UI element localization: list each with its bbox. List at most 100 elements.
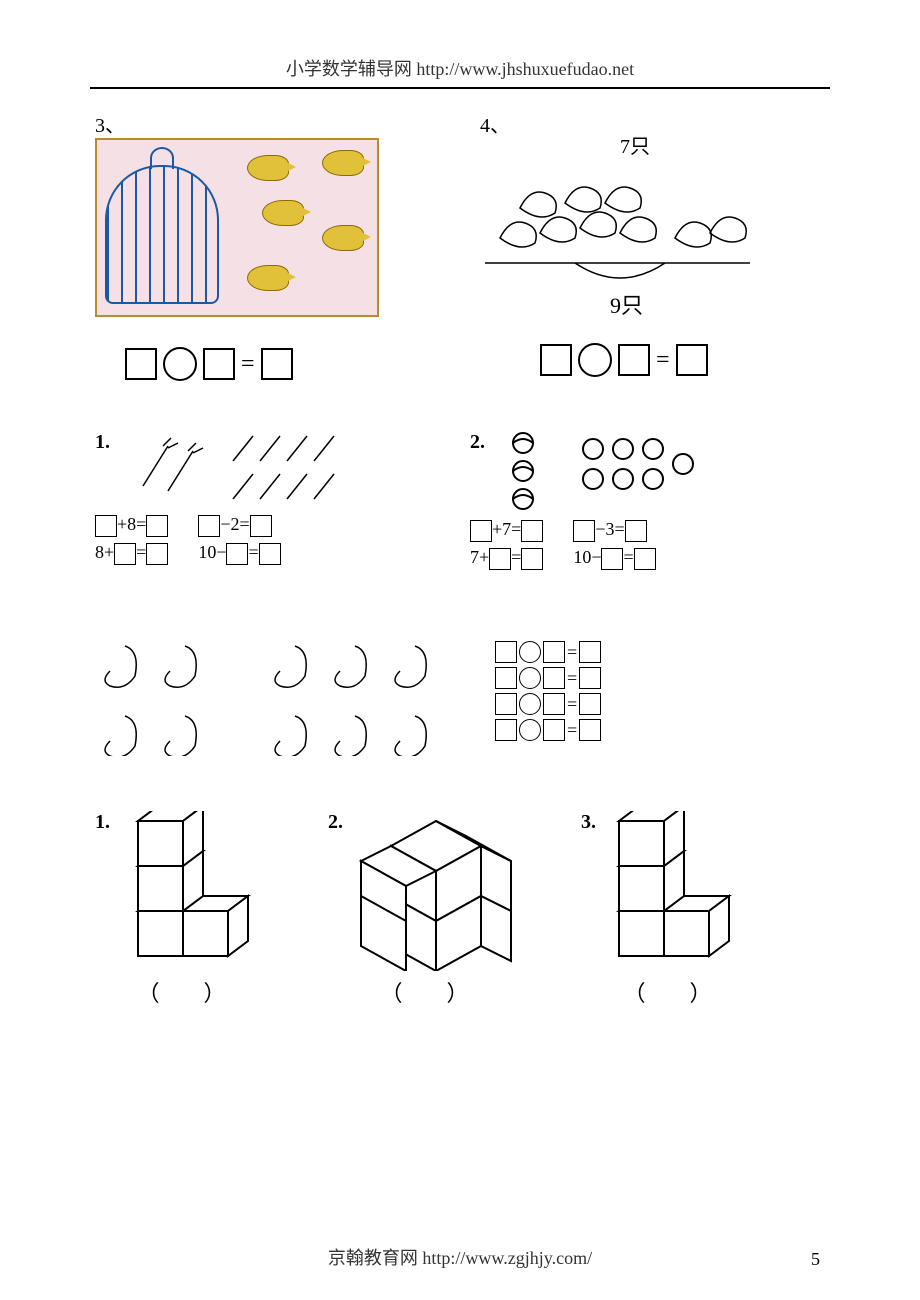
eq-line: −3= — [573, 515, 655, 543]
answer-box[interactable] — [618, 344, 650, 376]
answer-box[interactable] — [543, 719, 565, 741]
answer-box[interactable] — [261, 348, 293, 380]
answer-box[interactable] — [125, 348, 157, 380]
operator-circle[interactable] — [519, 641, 541, 663]
answer-box[interactable] — [95, 515, 117, 537]
s2-item2-equations: +7= 7+= −3= 10−= — [470, 515, 825, 571]
answer-box[interactable] — [634, 548, 656, 570]
answer-box[interactable] — [540, 344, 572, 376]
eq-line: +7= — [470, 515, 543, 543]
s4-item-3: 3. （ ） — [581, 811, 754, 1008]
problems-3-4-row: 3、 = 4、 — [95, 109, 825, 381]
carrots-right-icon — [228, 431, 378, 506]
answer-box[interactable] — [470, 520, 492, 542]
operator-circle[interactable] — [519, 719, 541, 741]
page-header: 小学数学辅导网 http://www.jhshuxuefudao.net — [0, 0, 920, 81]
operator-circle[interactable] — [163, 347, 197, 381]
page-footer: 京翰教育网 http://www.zgjhjy.com/ — [0, 1244, 920, 1270]
ducks-icon — [480, 148, 760, 298]
header-text: 小学数学辅导网 http://www.jhshuxuefudao.net — [286, 59, 634, 79]
operator-circle[interactable] — [519, 693, 541, 715]
answer-box[interactable] — [543, 641, 565, 663]
eq-line: +8= — [95, 510, 168, 538]
answer-box[interactable] — [495, 719, 517, 741]
answer-paren[interactable]: （ ） — [328, 976, 521, 1008]
content-area: 3、 = 4、 — [0, 89, 920, 1008]
answer-box[interactable] — [543, 667, 565, 689]
eq-line: 10−= — [573, 543, 655, 571]
q4-equation: = — [540, 343, 825, 377]
answer-box[interactable] — [146, 515, 168, 537]
answer-box[interactable] — [521, 548, 543, 570]
s2-item-1: 1. — [95, 431, 450, 566]
cubes-1-icon — [118, 811, 268, 971]
s4-item-1: 1. — [95, 811, 268, 1008]
answer-box[interactable] — [579, 667, 601, 689]
bird-icon — [247, 265, 289, 291]
operator-circle[interactable] — [578, 343, 612, 377]
s2-item-2: 2. — [470, 431, 825, 571]
answer-box[interactable] — [495, 693, 517, 715]
leaves-left-icon — [95, 626, 235, 756]
answer-paren[interactable]: （ ） — [95, 976, 268, 1008]
q3-label: 3、 — [95, 109, 432, 138]
eq-row: = — [495, 719, 601, 741]
q4-illustration: 7只 — [480, 138, 760, 308]
answer-box[interactable] — [676, 344, 708, 376]
eq-row: = — [495, 641, 601, 663]
answer-box[interactable] — [601, 548, 623, 570]
page: 小学数学辅导网 http://www.jhshuxuefudao.net 3、 — [0, 0, 920, 1300]
q3-illustration — [95, 138, 379, 317]
birdcage-icon — [105, 165, 219, 304]
answer-box[interactable] — [625, 520, 647, 542]
answer-box[interactable] — [495, 667, 517, 689]
eq-line: −2= — [198, 510, 280, 538]
cubes-2-icon — [351, 811, 521, 971]
bird-icon — [322, 150, 364, 176]
page-number: 5 — [811, 1249, 820, 1270]
eq-row: = — [495, 693, 601, 715]
footer-text: 京翰教育网 http://www.zgjhjy.com/ — [328, 1248, 592, 1268]
balls-left-icon — [508, 431, 563, 511]
s2-item1-num: 1. — [95, 431, 110, 454]
answer-box[interactable] — [489, 548, 511, 570]
answer-box[interactable] — [495, 641, 517, 663]
eq-line: 7+= — [470, 543, 543, 571]
bird-icon — [322, 225, 364, 251]
s2-item2-num: 2. — [470, 431, 485, 454]
equals-sign: = — [656, 347, 670, 374]
problem-3: 3、 = — [95, 109, 440, 381]
bird-icon — [262, 200, 304, 226]
answer-box[interactable] — [203, 348, 235, 380]
q4-bottom-count: 9只 — [610, 288, 643, 320]
answer-box[interactable] — [114, 543, 136, 565]
leaves-right-icon — [265, 626, 465, 756]
s4-item1-num: 1. — [95, 811, 110, 834]
s4-item2-num: 2. — [328, 811, 343, 834]
answer-paren[interactable]: （ ） — [581, 976, 754, 1008]
answer-box[interactable] — [146, 543, 168, 565]
answer-box[interactable] — [543, 693, 565, 715]
carrots-left-icon — [133, 431, 213, 506]
answer-box[interactable] — [226, 543, 248, 565]
eq-row: = — [495, 667, 601, 689]
answer-box[interactable] — [579, 693, 601, 715]
balls-right-icon — [578, 431, 718, 511]
cubes-3-icon — [604, 811, 754, 971]
bird-icon — [247, 155, 289, 181]
answer-box[interactable] — [521, 520, 543, 542]
answer-box[interactable] — [250, 515, 272, 537]
answer-box[interactable] — [259, 543, 281, 565]
s3-equations: = = = = — [495, 641, 601, 741]
equals-sign: = — [241, 351, 255, 378]
s4-item-2: 2. （ ） — [328, 811, 521, 1008]
answer-box[interactable] — [573, 520, 595, 542]
s2-item1-equations: +8= 8+= −2= 10−= — [95, 510, 450, 566]
operator-circle[interactable] — [519, 667, 541, 689]
answer-box[interactable] — [198, 515, 220, 537]
section-3: = = = = — [95, 626, 825, 756]
problem-4: 4、 7只 — [480, 109, 825, 377]
answer-box[interactable] — [579, 719, 601, 741]
eq-line: 10−= — [198, 538, 280, 566]
answer-box[interactable] — [579, 641, 601, 663]
